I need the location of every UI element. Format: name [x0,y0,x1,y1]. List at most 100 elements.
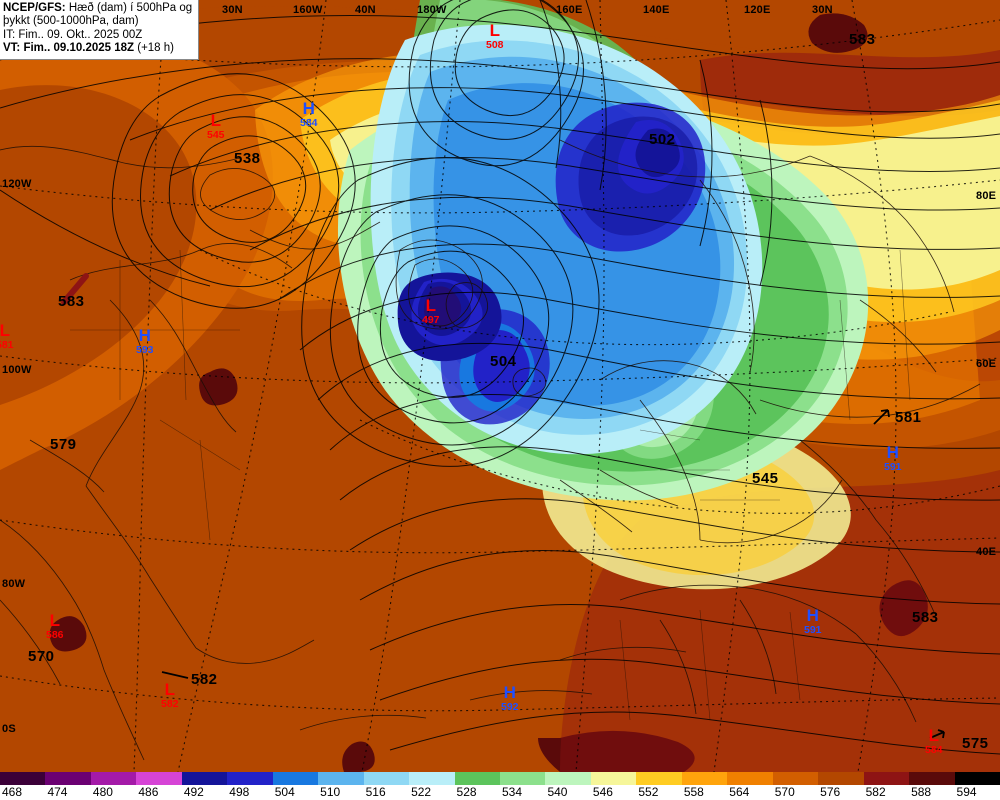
colorbar-tick-504: 504 [274,785,295,799]
low-symbol: L [210,111,221,130]
high-symbol: H [503,683,516,702]
height-contour-label: 582 [191,671,218,688]
colorbar-band-468 [0,772,46,785]
pressure-centre-low-586: L 586 [46,612,64,641]
graticule-label-160e: 160E [556,4,583,16]
pressure-centre-low-497: L 497 [422,297,440,326]
pressure-centre-high-593: H 593 [136,327,154,356]
low-symbol: L [164,680,175,699]
colorbar-tick-540: 540 [547,785,568,799]
colorbar-band-474 [45,772,91,785]
colorbar-tick-576: 576 [820,785,841,799]
pressure-centre-value: 593 [136,344,154,356]
high-symbol: H [886,443,899,462]
pressure-centre-value: 581 [0,339,14,351]
colorbar-tick-570: 570 [774,785,795,799]
colorbar-band-594 [954,772,1000,785]
colorbar-band-492 [181,772,228,785]
info-valid-time: VT: Fim.. 09.10.2025 18Z [3,42,135,55]
colorbar-band-486 [136,772,182,785]
height-contour-label: 583 [849,31,876,48]
high-symbol: H [806,606,819,625]
colorbar-tick-546: 546 [592,785,613,799]
colorbar-band-576 [818,772,864,785]
map-canvas[interactable]: 30N 160W 40N 180W 160E 140E 120E 30N 120W 100W 80W… [0,0,1000,772]
height-contour-label: 570 [28,648,55,665]
low-symbol: L [928,726,939,745]
colorbar-band-516 [363,772,410,785]
info-line-4: VT: Fim.. 09.10.2025 18Z (+18 h) [3,42,192,55]
colorbar-tick-510: 510 [320,785,341,799]
low-symbol: L [489,21,500,40]
colorbar-band-510 [318,772,364,785]
colorbar-tick-594: 594 [956,785,977,799]
colorbar-tick-498: 498 [229,785,250,799]
graticule-label-40n: 40N [355,4,376,16]
colorbar-tick-468: 468 [2,785,23,799]
pressure-centre-low-582: L 582 [161,681,179,710]
graticule-label-160w: 160W [293,4,323,16]
pressure-centre-value: 584 [925,744,943,756]
pressure-centre-high-591: H 591 [804,607,822,636]
pressure-centre-low-508: L 508 [486,22,504,51]
pressure-centre-low-545: L 545 [207,112,225,141]
low-symbol: L [425,296,436,315]
graticule-label-80e: 80E [976,190,997,202]
colorbar-band-570 [772,772,819,785]
colorbar-band-546 [590,772,637,785]
graticule-label-180w: 180W [417,4,447,16]
colorbar-tick-474: 474 [47,785,68,799]
map-svg [0,0,1000,772]
info-model-name: NCEP/GFS: [3,2,66,14]
model-info-box: NCEP/GFS: Hæð (dam) í 500hPa og þykkt (5… [0,0,200,60]
colorbar-tick-534: 534 [502,785,523,799]
pressure-centre-value: 592 [501,701,519,713]
colorbar-band-564 [727,772,773,785]
colorbar-tick-582: 582 [865,785,886,799]
colorbar-tick-558: 558 [683,785,704,799]
colorbar-tick-528: 528 [456,785,477,799]
info-init-time: IT: Fim.. 09. Okt.. 2025 00Z [3,28,143,41]
info-field-desc: Hæð (dam) í 500hPa og [65,2,193,14]
colorbar-band-534 [499,772,546,785]
low-symbol: L [49,611,60,630]
colorbar-band-582 [863,772,910,785]
height-contour-label: 504 [490,353,517,370]
colorbar-tick-588: 588 [911,785,932,799]
pressure-centre-value: 508 [486,39,504,51]
pressure-centre-value: 591 [804,624,822,636]
graticule-label-120w: 120W [2,178,32,190]
colorbar-tick-564: 564 [729,785,750,799]
colorbar-tick-labels: 468 474 480 486 492 498 504 510 516 522 528 534 540 5… [0,785,1000,800]
graticule-label-120e: 120E [744,4,771,16]
pressure-centre-value: 591 [884,461,902,473]
height-contour-label: 583 [912,609,939,626]
colorbar-band-528 [454,772,500,785]
colorbar-band-540 [545,772,591,785]
colorbar-tick-516: 516 [365,785,386,799]
graticule-label-100w: 100W [2,364,32,376]
pressure-centre-low-584: L 584 [925,727,943,756]
pressure-centre-high-592: H 592 [501,684,519,713]
info-line-1: NCEP/GFS: Hæð (dam) í 500hPa og [3,2,192,15]
colorbar-tick-480: 480 [92,785,113,799]
high-symbol: H [138,326,151,345]
pressure-centre-value: 584 [300,117,318,129]
colorbar: 468 474 480 486 492 498 504 510 516 522 528 534 540 5… [0,772,1000,800]
height-contour-label: 579 [50,436,77,453]
colorbar-band-558 [681,772,728,785]
graticule-label-80w: 80W [2,578,26,590]
graticule-label-0s: 0S [2,723,16,735]
graticule-label-30n: 30N [812,4,833,16]
graticule-label-30n: 30N [222,4,243,16]
high-symbol: H [302,99,315,118]
pressure-centre-high-591: H 591 [884,444,902,473]
colorbar-tick-522: 522 [411,785,432,799]
info-line-2: þykkt (500-1000hPa, dam) [3,15,139,28]
height-contour-label: 575 [962,735,989,752]
colorbar-tick-492: 492 [183,785,204,799]
colorbar-tick-552: 552 [638,785,659,799]
info-lead-time: (+18 h) [134,42,174,55]
pressure-centre-low-581: L581 [0,322,14,351]
height-contour-label: 581 [895,409,922,426]
